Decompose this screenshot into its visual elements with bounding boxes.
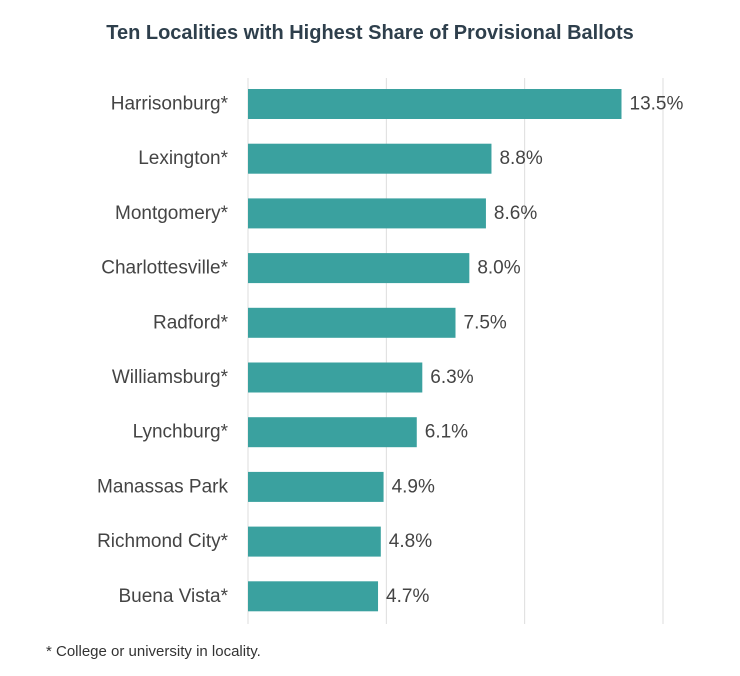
value-label: 6.3% [430, 367, 473, 388]
value-label: 7.5% [464, 312, 507, 333]
chart-title: Ten Localities with Highest Share of Pro… [106, 22, 634, 44]
value-label: 4.8% [389, 531, 432, 552]
bar [248, 417, 417, 448]
category-label: Buena Vista* [118, 586, 228, 607]
bar [248, 198, 486, 229]
bar [248, 89, 622, 119]
category-label: Richmond City* [97, 531, 229, 552]
value-label: 8.6% [494, 203, 537, 224]
bar [248, 471, 384, 502]
category-label: Williamsburg* [112, 367, 229, 388]
category-label: Manassas Park [97, 476, 228, 497]
bar [248, 253, 470, 284]
value-label: 8.8% [499, 148, 542, 169]
bar [248, 581, 379, 612]
category-label: Lexington* [138, 148, 228, 169]
value-label: 4.9% [392, 476, 435, 497]
value-label: 8.0% [477, 258, 520, 279]
category-label: Radford* [153, 312, 229, 333]
bar [248, 362, 423, 393]
category-label: Montgomery* [115, 203, 229, 224]
value-label: 4.7% [386, 586, 429, 607]
value-label: 6.1% [425, 422, 468, 443]
footnote: * College or university in locality. [46, 643, 261, 660]
category-label: Charlottesville* [101, 258, 228, 279]
category-label: Lynchburg* [133, 422, 229, 443]
bar [248, 526, 381, 557]
bar [248, 307, 456, 338]
value-label: 13.5% [630, 94, 684, 115]
category-label: Harrisonburg* [111, 94, 229, 115]
bar [248, 143, 492, 174]
